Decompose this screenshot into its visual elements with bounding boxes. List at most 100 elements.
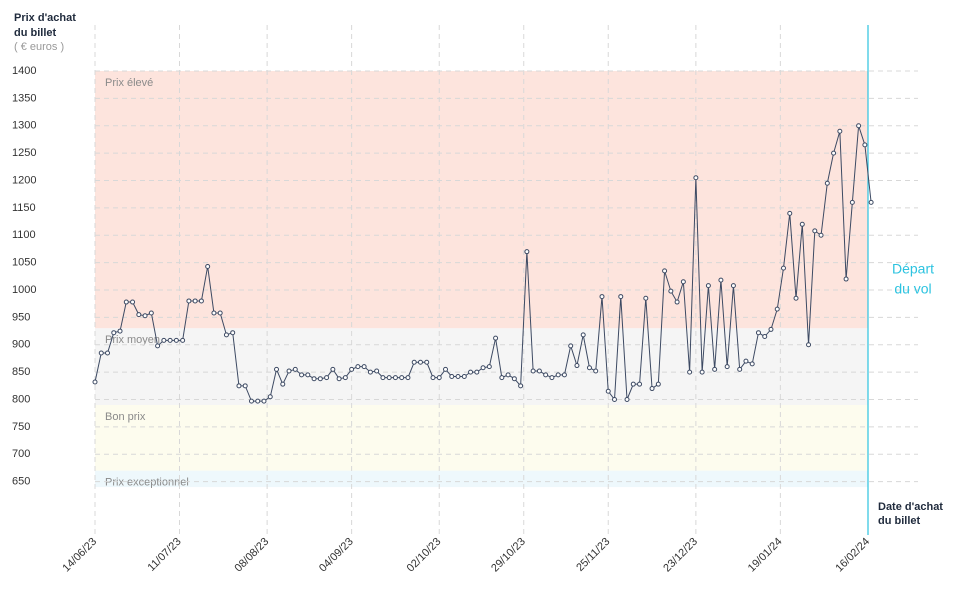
- price-point: [812, 228, 818, 234]
- price-point: [843, 276, 849, 282]
- price-point: [205, 263, 211, 269]
- price-point: [806, 342, 812, 348]
- price-point: [499, 375, 505, 381]
- y-axis-title: Prix d'achat: [14, 12, 76, 24]
- x-tick-label: 25/11/23: [574, 536, 612, 574]
- price-point: [549, 375, 555, 381]
- price-point: [405, 375, 411, 381]
- x-tick-label: 16/02/24: [833, 536, 872, 575]
- price-point: [111, 330, 117, 336]
- price-point: [255, 398, 261, 404]
- price-point: [130, 299, 136, 305]
- price-point: [217, 310, 223, 316]
- price-point: [511, 376, 517, 382]
- price-point: [662, 268, 668, 274]
- price-point: [568, 343, 574, 349]
- price-point: [768, 326, 774, 332]
- price-point: [330, 366, 336, 372]
- band-label: Prix exceptionnel: [105, 477, 189, 489]
- price-point: [868, 199, 874, 205]
- price-point: [524, 249, 530, 255]
- price-band: [95, 470, 868, 488]
- x-axis-title: du billet: [878, 515, 921, 527]
- price-point: [155, 343, 161, 349]
- price-point: [705, 283, 711, 289]
- price-point: [230, 330, 236, 336]
- price-point: [161, 337, 167, 343]
- price-point: [424, 359, 430, 365]
- price-point: [781, 265, 787, 271]
- y-tick-label: 700: [12, 448, 30, 460]
- price-point: [536, 368, 542, 374]
- price-point: [818, 232, 824, 238]
- price-point: [787, 210, 793, 216]
- price-point: [399, 375, 405, 381]
- price-point: [837, 128, 843, 134]
- y-tick-label: 900: [12, 339, 30, 351]
- price-point: [518, 383, 524, 389]
- price-point: [186, 298, 192, 304]
- x-tick-label: 02/10/23: [405, 536, 444, 575]
- price-point: [680, 279, 686, 285]
- y-tick-label: 1000: [12, 284, 36, 296]
- price-point: [687, 369, 693, 375]
- y-tick-label: 1400: [12, 65, 36, 77]
- price-point: [718, 277, 724, 283]
- price-point: [643, 295, 649, 301]
- price-point: [461, 374, 467, 380]
- price-point: [530, 368, 536, 374]
- price-point: [242, 383, 248, 389]
- band-label: Prix élevé: [105, 77, 153, 89]
- price-point: [574, 363, 580, 369]
- y-tick-label: 800: [12, 393, 30, 405]
- y-tick-label: 1350: [12, 92, 36, 104]
- departure-label: du vol: [894, 281, 931, 297]
- y-tick-label: 1100: [12, 229, 36, 241]
- price-point: [299, 372, 305, 378]
- band-label: Bon prix: [105, 411, 146, 423]
- price-point: [211, 310, 217, 316]
- price-point: [136, 312, 142, 318]
- price-point: [180, 337, 186, 343]
- price-point: [849, 199, 855, 205]
- price-point: [267, 394, 273, 400]
- y-tick-label: 1250: [12, 147, 36, 159]
- price-point: [223, 332, 229, 338]
- price-point: [593, 368, 599, 374]
- price-point: [236, 383, 242, 389]
- price-point: [862, 142, 868, 148]
- price-point: [630, 381, 636, 387]
- price-point: [374, 368, 380, 374]
- price-point: [543, 372, 549, 378]
- x-tick-label: 14/06/23: [60, 536, 99, 575]
- price-point: [261, 398, 267, 404]
- price-point: [455, 374, 461, 380]
- price-point: [430, 375, 436, 381]
- y-tick-label: 950: [12, 311, 30, 323]
- price-point: [774, 306, 780, 312]
- price-point: [612, 397, 618, 402]
- price-point: [624, 397, 630, 402]
- price-point: [342, 375, 348, 381]
- x-tick-label: 08/08/23: [233, 536, 272, 575]
- y-tick-label: 1150: [12, 202, 36, 214]
- price-point: [443, 366, 449, 372]
- price-point: [749, 361, 755, 367]
- price-point: [417, 359, 423, 365]
- price-point: [192, 298, 198, 304]
- departure-label: Départ: [892, 261, 934, 277]
- y-tick-label: 850: [12, 366, 30, 378]
- price-point: [737, 366, 743, 372]
- price-point: [105, 350, 111, 356]
- price-point: [148, 310, 154, 316]
- price-point: [762, 334, 768, 340]
- price-point: [386, 375, 392, 381]
- price-point: [649, 386, 655, 392]
- price-point: [411, 359, 417, 365]
- x-tick-label: 19/01/24: [746, 536, 785, 575]
- price-point: [505, 372, 511, 378]
- x-axis-title: Date d'achat: [878, 501, 943, 513]
- price-point: [831, 150, 837, 156]
- price-point: [117, 328, 123, 334]
